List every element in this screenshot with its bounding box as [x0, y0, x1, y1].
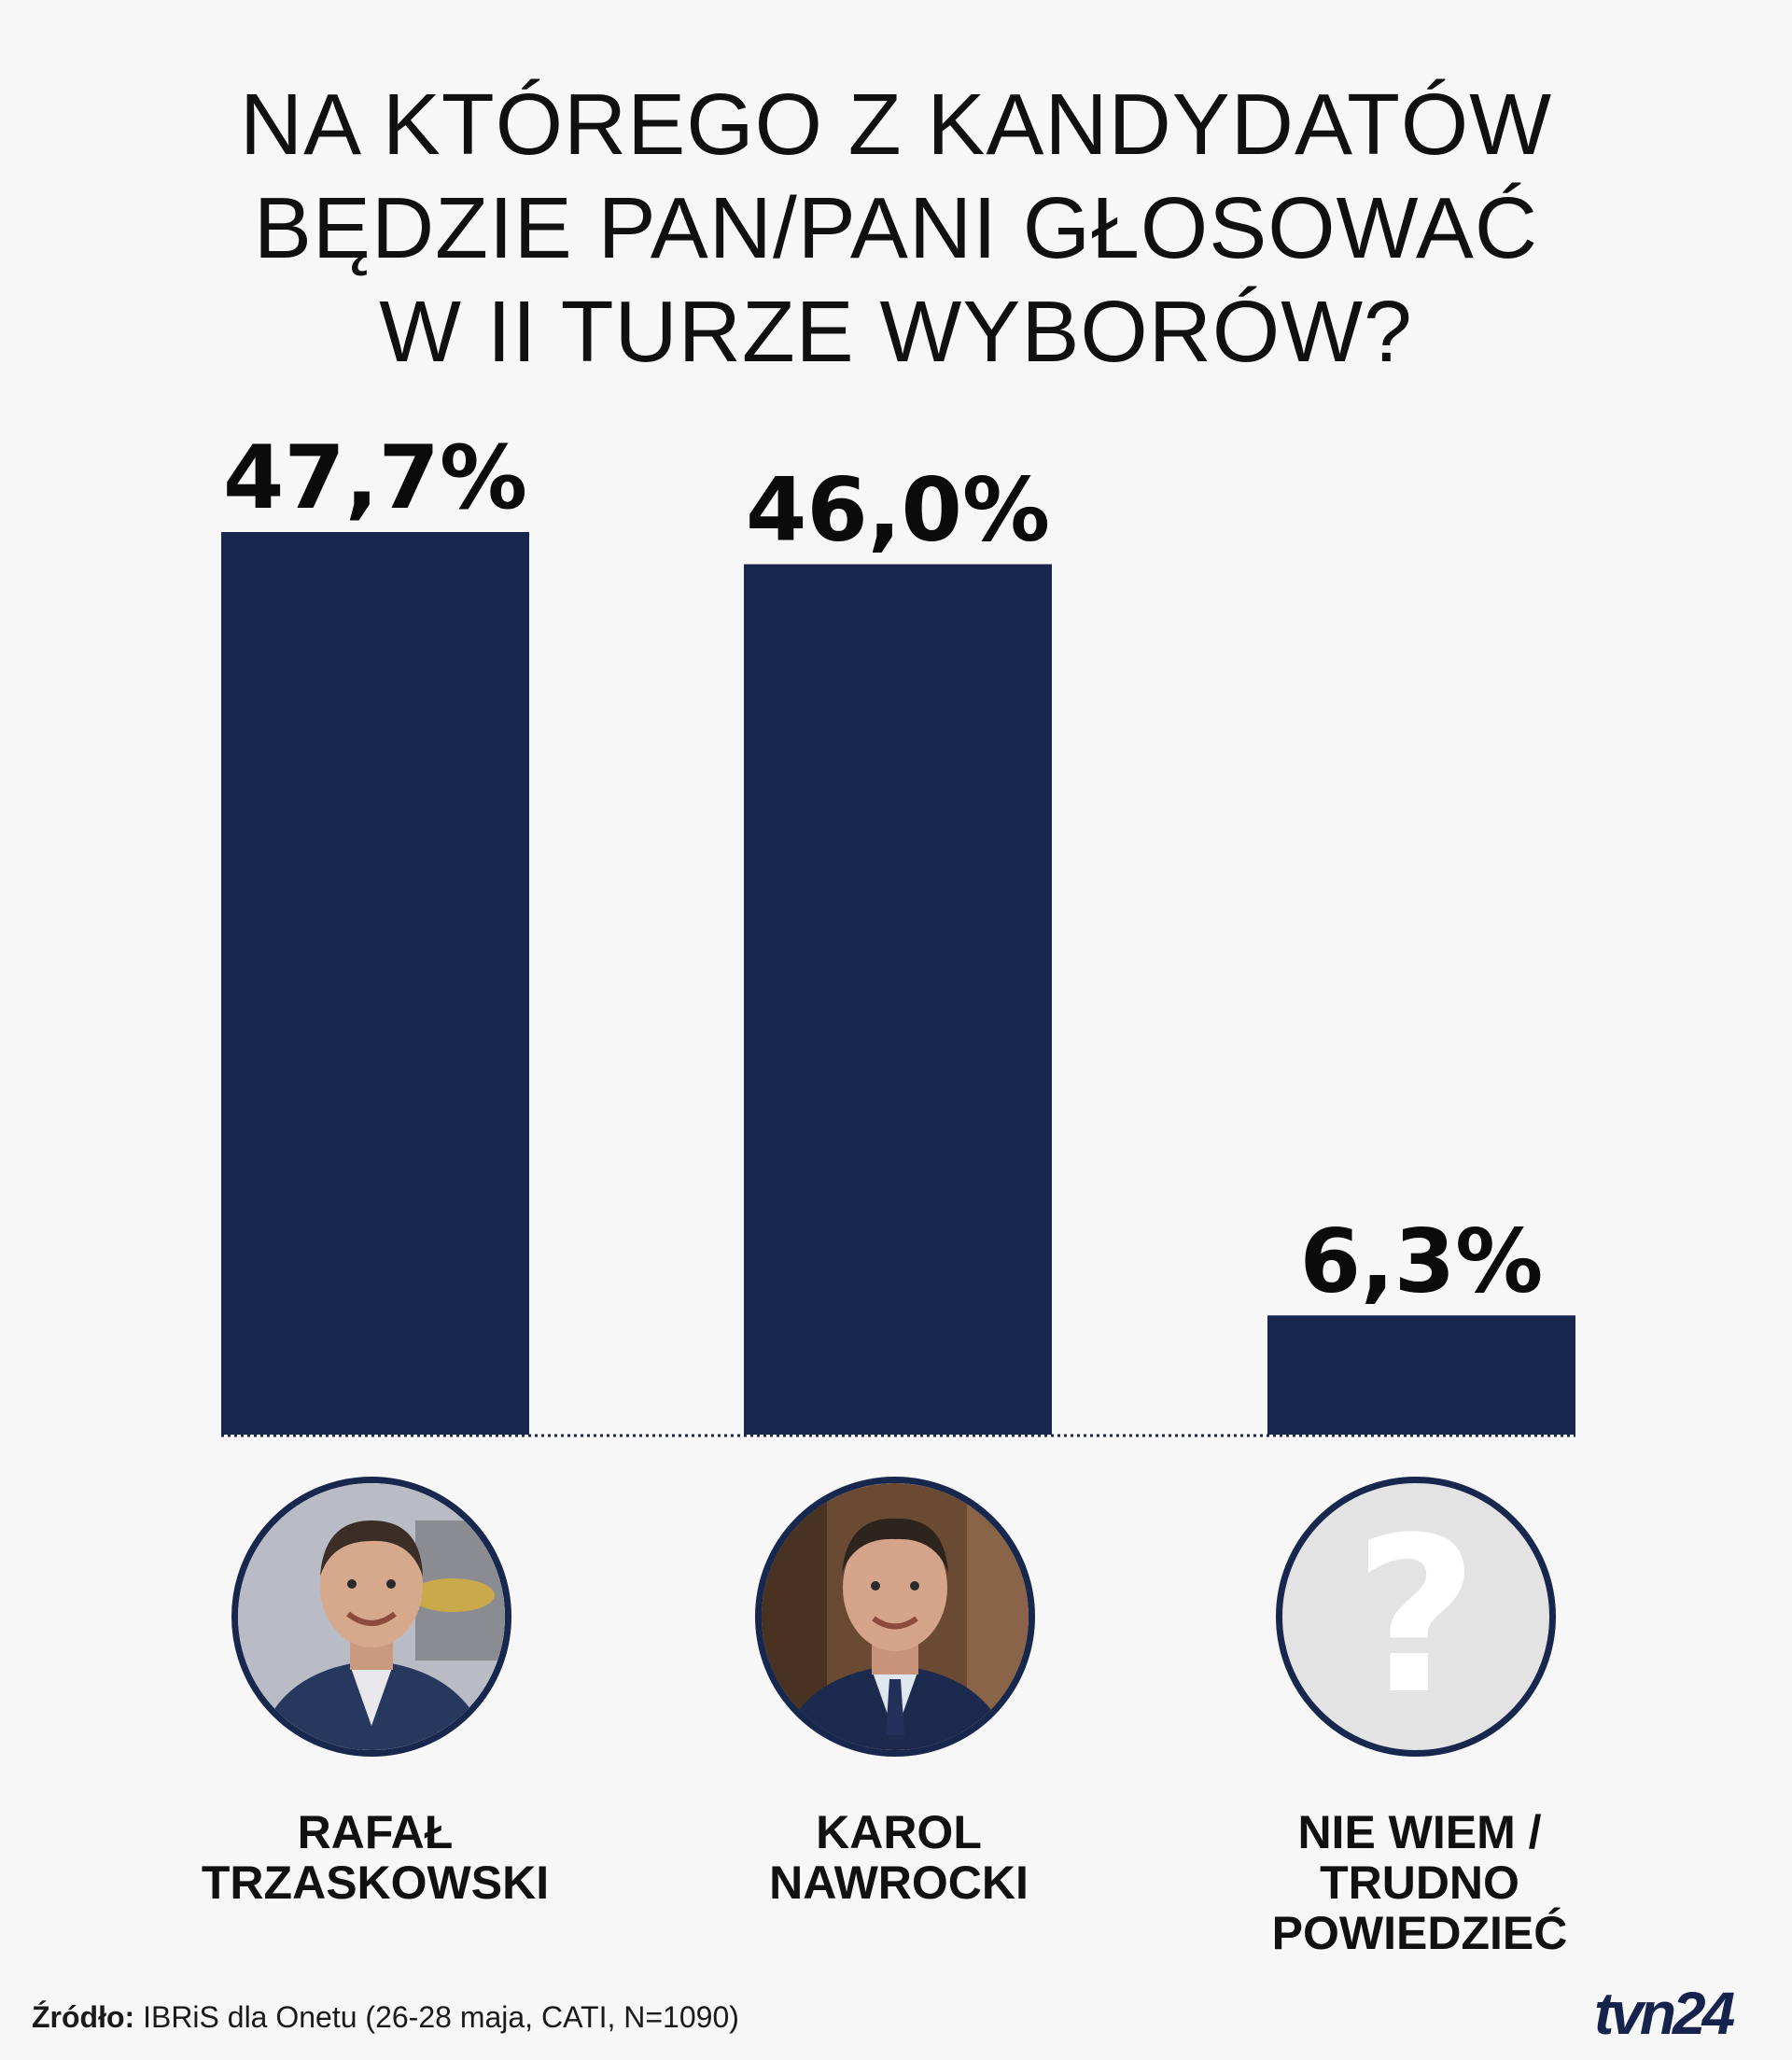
- bar: [1267, 1315, 1575, 1435]
- source-note: Źródło: IBRiS dla Onetu (26-28 maja, CAT…: [32, 2000, 739, 2035]
- candidate-name-line: NIE WIEM /: [1297, 1806, 1542, 1858]
- candidate-name: NIE WIEM / TRUDNO POWIEDZIEĆ: [1196, 1807, 1644, 1958]
- bar-value-label: 47,7%: [223, 427, 527, 529]
- title-line: W II TURZE WYBORÓW?: [379, 283, 1413, 380]
- bar-value-label: 46,0%: [746, 459, 1050, 561]
- candidate-name-line: POWIEDZIEĆ: [1271, 1907, 1568, 1959]
- person-photo-icon: [755, 1477, 1035, 1757]
- bar-chart: 47,7% 46,0% 6,3%: [221, 427, 1575, 1437]
- chart-title: NA KTÓREGO Z KANDYDATÓW BĘDZIE PAN/PANI …: [0, 73, 1792, 384]
- candidate-name: KAROL NAWROCKI: [675, 1807, 1123, 1908]
- candidate-name-line: TRZASKOWSKI: [201, 1857, 550, 1909]
- source-label: Źródło:: [32, 2000, 135, 2034]
- bar: [744, 564, 1052, 1435]
- candidate-name: RAFAŁ TRZASKOWSKI: [151, 1807, 599, 1908]
- svg-text:?: ?: [1353, 1492, 1477, 1742]
- title-line: NA KTÓREGO Z KANDYDATÓW: [239, 76, 1553, 173]
- candidate-name-line: NAWROCKI: [769, 1857, 1029, 1909]
- bar-value-label: 6,3%: [1300, 1211, 1544, 1312]
- candidate-name-line: RAFAŁ: [297, 1806, 454, 1858]
- person-photo-icon: [231, 1477, 511, 1757]
- source-text: IBRiS dla Onetu (26-28 maja, CATI, N=109…: [143, 2000, 739, 2034]
- tvn24-logo: tvn24: [1594, 1980, 1735, 2047]
- candidate-name-line: KAROL: [816, 1806, 982, 1858]
- bar: [221, 532, 529, 1435]
- candidate-name-line: TRUDNO: [1320, 1857, 1519, 1909]
- title-line: BĘDZIE PAN/PANI GŁOSOWAĆ: [253, 179, 1539, 276]
- question-mark-icon: ?: [1276, 1477, 1556, 1757]
